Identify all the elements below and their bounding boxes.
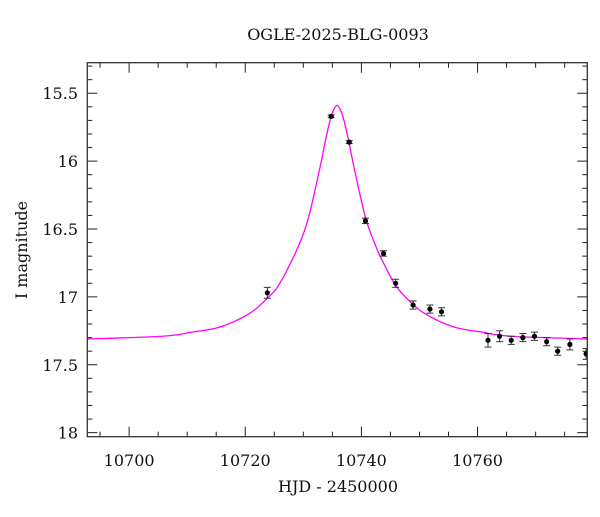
data-point (426, 304, 434, 314)
y-tick-label: 18 (58, 424, 78, 443)
data-point (543, 337, 551, 347)
data-point (379, 250, 387, 257)
data-marker (410, 302, 416, 308)
data-point (392, 278, 400, 288)
data-point (327, 113, 335, 119)
data-marker (362, 218, 369, 224)
x-tick-label: 10720 (220, 451, 271, 470)
data-point (496, 330, 504, 343)
y-tick-label: 16.5 (42, 220, 78, 239)
data-marker (346, 139, 352, 145)
data-marker (264, 290, 270, 296)
data-point (438, 307, 446, 317)
data-marker (531, 333, 538, 339)
data-point (361, 217, 369, 225)
data-marker (485, 337, 491, 343)
data-marker (393, 280, 399, 286)
data-point (582, 347, 588, 360)
data-marker (583, 351, 588, 357)
model-curve-group (87, 104, 588, 340)
x-axis-label: HJD - 2450000 (278, 477, 398, 496)
data-point (507, 335, 515, 345)
data-point (263, 286, 271, 299)
data-marker (380, 250, 387, 257)
data-point (519, 333, 527, 343)
data-marker (427, 306, 433, 312)
data-marker (497, 333, 503, 339)
data-marker (520, 335, 526, 341)
y-tick-label: 15.5 (42, 84, 78, 103)
axis-ticks (87, 62, 588, 437)
data-point (484, 333, 492, 348)
data-marker (567, 341, 573, 347)
model-curve (87, 104, 588, 340)
plot-frame (86, 62, 588, 438)
data-point (566, 338, 574, 351)
data-marker (555, 348, 561, 354)
y-tick-label: 16 (58, 152, 78, 171)
y-axis-label: I magnitude (12, 201, 31, 299)
x-tick-label: 10760 (452, 451, 503, 470)
data-point (554, 346, 562, 356)
data-point (409, 300, 417, 310)
data-point (345, 139, 353, 145)
data-marker (544, 339, 550, 345)
x-tick-label: 10740 (336, 451, 387, 470)
data-points-group (263, 113, 588, 360)
data-marker (438, 309, 445, 315)
chart-title: OGLE-2025-BLG-0093 (247, 25, 429, 44)
y-tick-label: 17 (58, 288, 78, 307)
x-tick-label: 10700 (104, 451, 155, 470)
data-marker (328, 113, 334, 119)
tick-labels: 10700 10720 10740 10760 15.5 16 16.5 17 17.5 18 (42, 84, 503, 470)
y-tick-label: 17.5 (42, 356, 78, 375)
data-marker (508, 337, 514, 343)
data-point (530, 331, 538, 341)
